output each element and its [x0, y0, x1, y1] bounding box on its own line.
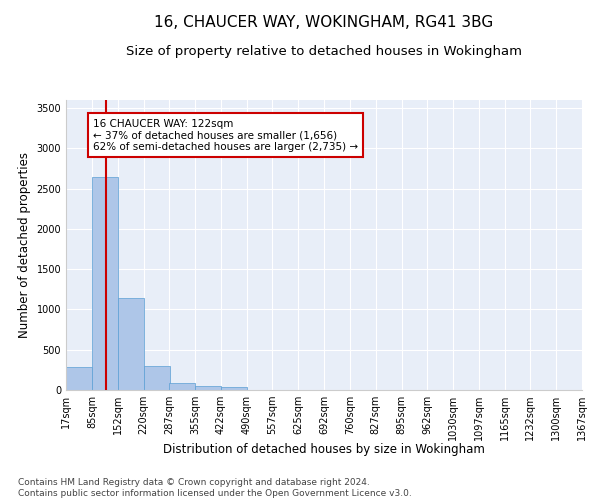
Bar — [221, 387, 247, 390]
Text: Size of property relative to detached houses in Wokingham: Size of property relative to detached ho… — [126, 45, 522, 58]
Text: Distribution of detached houses by size in Wokingham: Distribution of detached houses by size … — [163, 444, 485, 456]
Bar — [66, 368, 92, 390]
Y-axis label: Number of detached properties: Number of detached properties — [18, 152, 31, 338]
Bar — [92, 178, 118, 390]
Text: Contains HM Land Registry data © Crown copyright and database right 2024.
Contai: Contains HM Land Registry data © Crown c… — [18, 478, 412, 498]
Bar — [195, 386, 221, 390]
Bar — [118, 298, 143, 390]
Bar — [143, 366, 170, 390]
Bar — [169, 383, 195, 390]
Text: 16, CHAUCER WAY, WOKINGHAM, RG41 3BG: 16, CHAUCER WAY, WOKINGHAM, RG41 3BG — [154, 15, 494, 30]
Text: 16 CHAUCER WAY: 122sqm
← 37% of detached houses are smaller (1,656)
62% of semi-: 16 CHAUCER WAY: 122sqm ← 37% of detached… — [93, 118, 358, 152]
